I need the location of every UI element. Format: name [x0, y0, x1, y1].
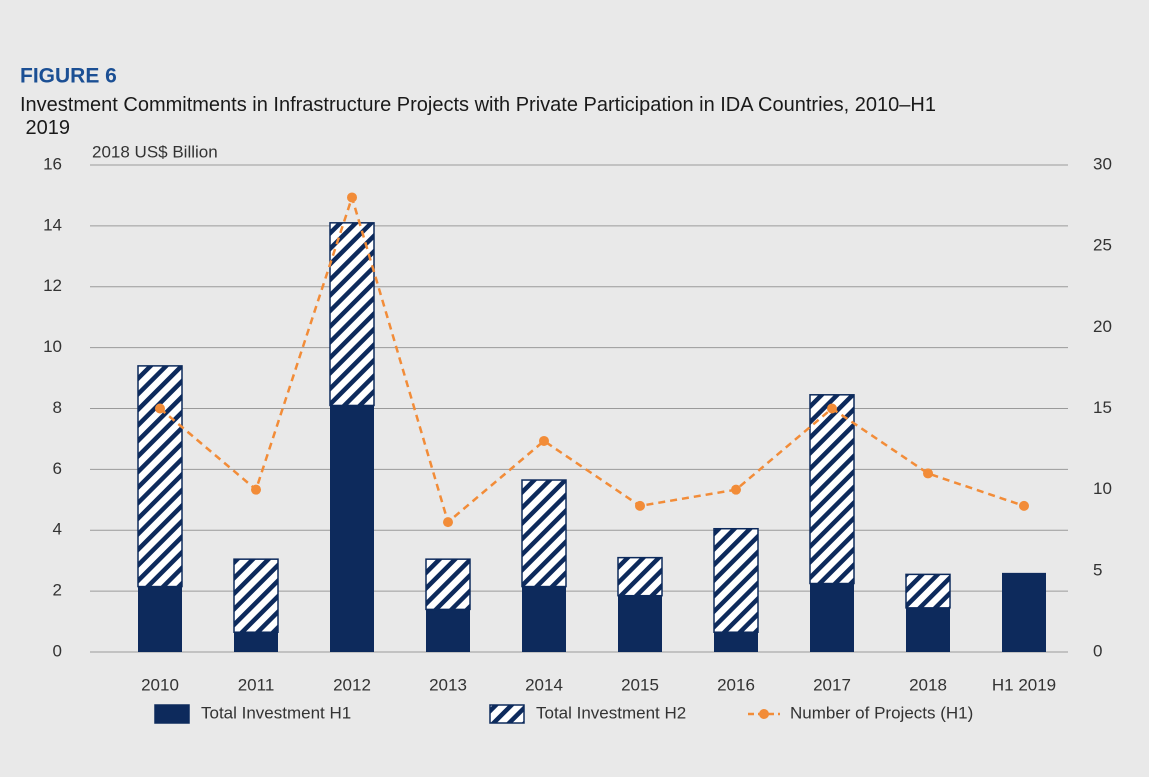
y2-tick-label: 0 [1093, 641, 1102, 660]
bar-segment [1002, 572, 1046, 652]
bar-segment [521, 479, 567, 588]
bar-segment [329, 222, 375, 407]
y2-tick-label: 15 [1093, 398, 1112, 417]
bar-segment [713, 527, 759, 633]
y-tick-label: 16 [43, 154, 62, 173]
y-axis-label: 2018 US$ Billion [92, 142, 218, 161]
bar-segment [425, 558, 471, 611]
bar-segment [138, 586, 182, 652]
line-point [1019, 500, 1029, 511]
y2-tick-label: 10 [1093, 479, 1112, 498]
y2-tick-label: 20 [1093, 317, 1112, 336]
y-tick-label: 0 [53, 641, 62, 660]
legend-label: Number of Projects (H1) [790, 703, 973, 722]
bar-segment [233, 558, 279, 633]
y-tick-label: 8 [53, 398, 62, 417]
line-series [159, 193, 1025, 525]
y-tick-label: 14 [43, 215, 62, 234]
y-tick-label: 4 [53, 520, 62, 539]
x-tick-label: 2010 [141, 675, 179, 694]
x-tick-label: 2011 [238, 675, 275, 694]
bar-segment [714, 632, 758, 652]
y2-tick-label: 25 [1093, 236, 1112, 255]
bar-segment [809, 394, 855, 585]
y-tick-label: 10 [43, 337, 62, 356]
bar-segment [426, 609, 470, 652]
x-tick-label: 2015 [621, 675, 659, 694]
x-tick-label: H1 2019 [992, 675, 1056, 694]
bar-segment [617, 556, 663, 597]
bar-segment [330, 405, 374, 652]
y-tick-label: 6 [53, 459, 62, 478]
line-point [539, 435, 549, 446]
x-tick-label: 2012 [333, 675, 371, 694]
line-point [827, 403, 837, 414]
bar-segment [810, 583, 854, 652]
legend-swatch-dot [759, 709, 769, 719]
legend-label: Total Investment H1 [201, 703, 351, 722]
legend-swatch [154, 704, 190, 724]
x-tick-label: 2017 [813, 675, 851, 694]
x-tick-label: 2016 [717, 675, 755, 694]
legend-label: Total Investment H2 [536, 703, 686, 722]
line-point [155, 403, 165, 414]
figure-label: FIGURE 6 [20, 65, 117, 88]
y2-tick-label: 5 [1093, 560, 1102, 579]
line-point [443, 517, 453, 528]
x-tick-label: 2014 [525, 675, 563, 694]
line-point [635, 500, 645, 511]
bar-segment [137, 365, 183, 588]
line-point [251, 484, 261, 495]
bar-segment [905, 573, 951, 609]
bar-segment [234, 632, 278, 652]
bar-segment [906, 607, 950, 652]
bar-segment [522, 586, 566, 652]
line-point [731, 484, 741, 495]
y2-tick-label: 30 [1093, 154, 1112, 173]
x-tick-label: 2018 [909, 675, 947, 694]
line-point [923, 468, 933, 479]
bar-segment [618, 595, 662, 652]
y-tick-label: 12 [43, 276, 62, 295]
x-tick-label: 2013 [429, 675, 467, 694]
y-tick-label: 2 [53, 581, 62, 600]
legend-swatch [489, 704, 525, 724]
chart-title: Investment Commitments in Infrastructure… [20, 94, 936, 139]
line-point [347, 192, 357, 203]
